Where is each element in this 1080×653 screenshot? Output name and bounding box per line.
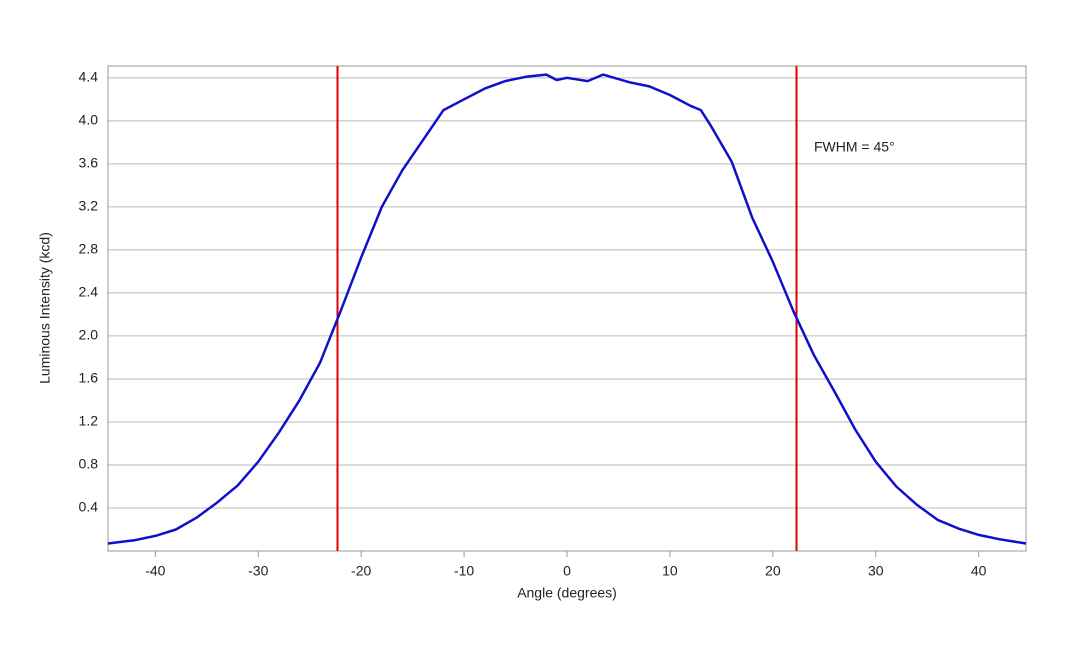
x-tick-label: 0	[563, 563, 571, 579]
y-tick-label: 3.2	[79, 198, 99, 214]
annotation: FWHM = 45°	[814, 138, 895, 154]
x-tick-label: -10	[454, 563, 474, 579]
x-tick-label: -20	[351, 563, 371, 579]
data-line	[107, 73, 1027, 545]
x-tick-label: 20	[765, 563, 781, 579]
y-tick-label: 2.0	[79, 327, 99, 343]
x-tick-label: 30	[868, 563, 884, 579]
y-tick-label: 4.0	[79, 112, 99, 128]
y-axis-label: Luminous Intensity (kcd)	[37, 232, 53, 384]
y-tick-label: 1.6	[79, 370, 99, 386]
y-tick-label: 2.8	[79, 241, 99, 257]
x-axis-label: Angle (degrees)	[517, 585, 617, 601]
x-tick-label: 40	[971, 563, 987, 579]
y-tick-label: 3.6	[79, 155, 99, 171]
y-tick-label: 4.4	[79, 69, 99, 85]
x-tick-label: 10	[662, 563, 678, 579]
y-tick-label: 0.4	[79, 499, 99, 515]
y-tick-label: 1.2	[79, 413, 99, 429]
x-tick-label: -30	[248, 563, 268, 579]
x-tick-label: -40	[145, 563, 165, 579]
y-tick-label: 2.4	[79, 284, 99, 300]
y-tick-label: 0.8	[79, 456, 99, 472]
